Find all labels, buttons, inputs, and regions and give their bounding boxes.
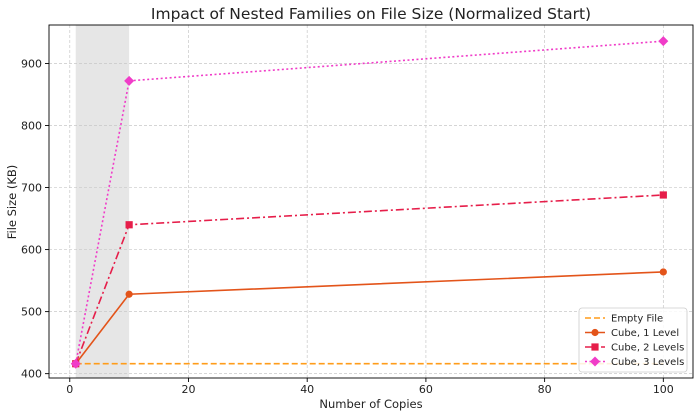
y-tick-label: 600 — [21, 244, 42, 257]
y-tick-label: 800 — [21, 120, 42, 133]
x-tick-label: 40 — [300, 383, 314, 396]
data-point — [124, 75, 135, 86]
series-4 — [70, 36, 669, 369]
x-tick-label: 80 — [538, 383, 552, 396]
data-point — [125, 221, 133, 229]
legend: Empty File Cube, 1 Level Cube, 2 Levels Cub… — [578, 307, 688, 373]
y-axis-label: File Size (KB) — [5, 165, 19, 240]
series-2 — [72, 268, 667, 368]
data-point — [125, 290, 133, 298]
legend-label: Empty File — [611, 314, 663, 325]
x-tick-label: 0 — [66, 383, 73, 396]
y-tick-label: 900 — [21, 57, 42, 70]
y-tick-label: 500 — [21, 306, 42, 319]
x-tick-label: 20 — [181, 383, 195, 396]
data-point — [70, 358, 81, 369]
x-tick-label: 60 — [419, 383, 433, 396]
highlight-span — [75, 25, 130, 378]
y-tick-label: 700 — [21, 182, 42, 195]
data-point — [658, 36, 669, 47]
legend-marker — [591, 328, 599, 337]
legend-box — [578, 307, 688, 373]
legend-label: Cube, 3 Levels — [611, 357, 684, 368]
series-line — [74, 40, 664, 364]
legend-label: Cube, 1 Level — [611, 328, 679, 339]
chart-title: Impact of Nested Families on File Size (… — [151, 5, 591, 23]
legend-marker — [591, 343, 599, 351]
x-tick-label: 100 — [653, 383, 674, 396]
series-3 — [72, 191, 667, 368]
x-axis-label: Number of Copies — [319, 397, 422, 411]
plot-frame — [48, 24, 694, 379]
series-line — [74, 194, 664, 365]
data-point — [659, 268, 667, 276]
legend-marker — [590, 356, 600, 367]
y-tick-label: 400 — [21, 368, 42, 381]
series-line — [75, 271, 664, 365]
data-point — [659, 191, 667, 199]
legend-label: Cube, 2 Levels — [611, 343, 684, 354]
